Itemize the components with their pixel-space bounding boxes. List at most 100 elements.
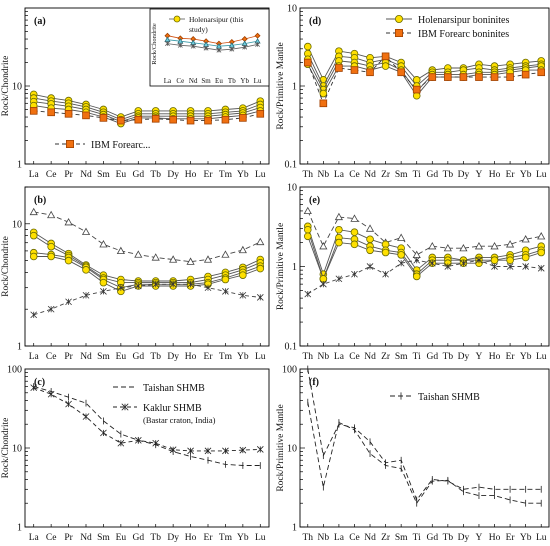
x-tick-label: Pr (64, 352, 73, 362)
data-point (397, 251, 405, 259)
data-point (152, 280, 160, 288)
data-point (169, 280, 177, 288)
data-point (319, 89, 328, 98)
inset-data-point (190, 43, 196, 49)
data-point (475, 256, 483, 264)
data-point (303, 225, 312, 234)
data-point (304, 290, 312, 298)
legend-swatch (66, 139, 75, 148)
x-tick-label: Tb (150, 170, 161, 180)
y-tick-label: 10 (287, 4, 297, 15)
series-line (307, 402, 542, 505)
y-axis-label: Rock/Chondrite (1, 56, 11, 117)
data-point (459, 73, 468, 81)
inset-data-point (242, 44, 248, 50)
x-tick-label: Sm (97, 170, 110, 180)
data-point (239, 446, 247, 454)
data-point (65, 400, 72, 408)
x-tick-label: Tb (443, 533, 454, 543)
x-tick-label: Er (506, 533, 516, 543)
legend-label: IBM Forearc... (91, 140, 150, 151)
x-tick-label: Ti (413, 170, 421, 180)
data-point (221, 115, 230, 124)
series-line (33, 386, 261, 466)
x-tick-label: Ce (349, 533, 360, 543)
x-tick-label: Ho (185, 170, 197, 180)
x-tick-label: Dy (167, 170, 179, 180)
inset-frame (149, 8, 270, 87)
y-axis-label: Rock/Chondrite (1, 418, 11, 479)
data-point (239, 271, 247, 279)
data-point (474, 241, 484, 250)
legend-label: (Bastar craton, India) (143, 415, 216, 425)
data-point (320, 280, 327, 288)
x-tick-label: Er (204, 533, 214, 543)
x-tick-label: Nd (80, 170, 92, 180)
data-point (117, 284, 125, 292)
data-point (335, 275, 343, 283)
inset-series-2 (164, 41, 261, 53)
data-point (222, 447, 229, 455)
inset-series-0 (164, 32, 261, 47)
data-point (186, 257, 195, 265)
data-point (428, 259, 436, 267)
data-point (365, 224, 375, 232)
x-tick-label: Tm (219, 533, 233, 543)
data-point (134, 115, 143, 124)
x-tick-label: Dy (458, 170, 470, 180)
data-point (303, 58, 312, 67)
x-tick-label: Tb (150, 352, 161, 362)
data-point (366, 246, 374, 255)
x-tick-label: Yb (237, 170, 249, 180)
data-point (169, 446, 177, 454)
data-point (204, 284, 212, 292)
x-tick-label: Th (303, 352, 314, 362)
inset-legend-line-2: study) (189, 25, 208, 34)
y-tick-label: 1 (292, 82, 297, 93)
data-point (490, 256, 499, 265)
x-tick-label: Dy (458, 533, 470, 543)
data-point (256, 264, 265, 273)
data-point (82, 291, 90, 299)
x-tick-label: Lu (536, 352, 547, 362)
data-point (82, 111, 90, 120)
data-point (413, 256, 421, 264)
x-tick-label: La (29, 170, 40, 180)
inset-legend-swatch (173, 15, 181, 23)
x-tick-label: Lu (536, 170, 547, 180)
data-point (537, 232, 546, 240)
data-point (117, 116, 125, 125)
data-point (475, 73, 483, 81)
data-point (459, 243, 468, 252)
x-tick-label: Yb (237, 352, 249, 362)
series-line (307, 229, 542, 281)
inset-data-point (177, 42, 183, 48)
data-point (537, 264, 545, 272)
legend-label: Holenarsipur boninites (418, 15, 509, 26)
y-axis-label: Rock/Chondrite (1, 236, 11, 297)
x-tick-label: Zr (381, 170, 391, 180)
x-tick-label: Nb (318, 533, 330, 543)
data-point (381, 248, 390, 257)
series-line (307, 55, 542, 105)
data-point (428, 73, 437, 81)
x-tick-label: Nd (80, 352, 92, 362)
data-point (491, 263, 498, 270)
inset-series-line (167, 43, 258, 51)
x-tick-label: Y (476, 533, 483, 543)
x-tick-label: Nd (364, 352, 376, 362)
inset-data-point (216, 47, 222, 53)
data-point (522, 263, 529, 270)
data-point (221, 275, 230, 284)
data-point (116, 246, 125, 255)
data-point (460, 259, 467, 267)
x-tick-label: Ho (489, 170, 501, 180)
data-point (81, 227, 91, 235)
x-tick-label: Ho (489, 352, 501, 362)
data-point (381, 62, 390, 70)
data-point (537, 68, 546, 77)
inset-legend-label: Holenarsipur (this study) (189, 15, 243, 34)
data-point (319, 99, 328, 108)
y-tick-label: 1 (292, 262, 297, 273)
x-tick-label: Gd (132, 352, 144, 362)
